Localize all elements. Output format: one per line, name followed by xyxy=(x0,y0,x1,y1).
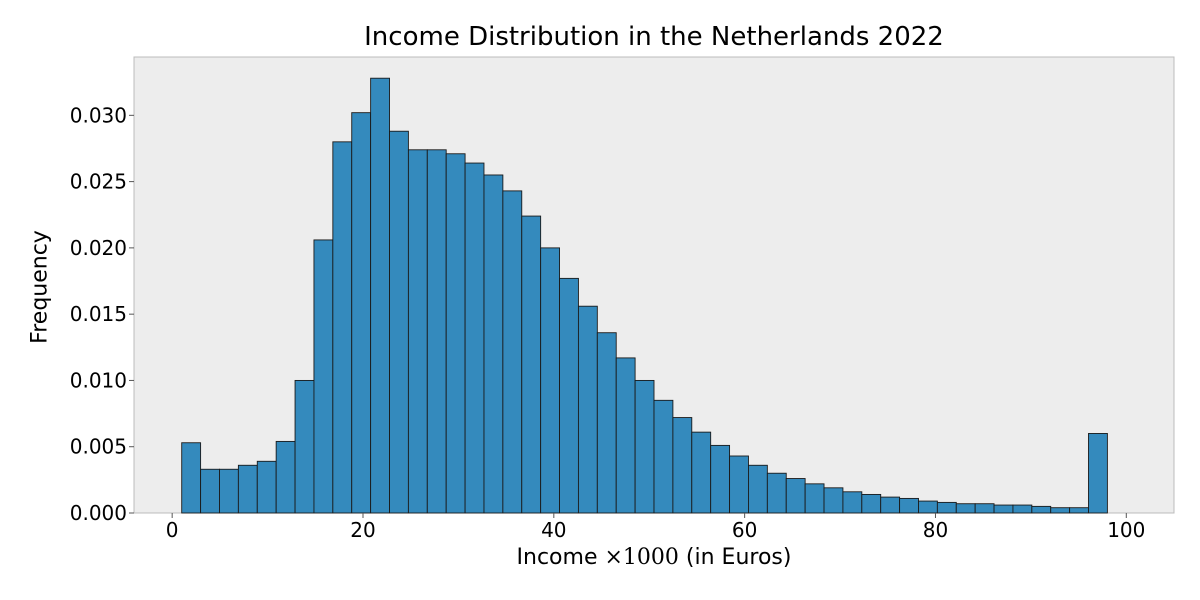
histogram-bar xyxy=(483,174,504,514)
y-tick-label: 0.025 xyxy=(70,170,127,194)
histogram-bar xyxy=(1069,507,1089,514)
histogram-bar xyxy=(407,149,428,514)
y-axis-ticks: 0.000 0.005 0.010 0.015 0.020 0.025 0.030 xyxy=(70,103,134,525)
histogram-bar xyxy=(918,500,938,514)
histogram-bar xyxy=(823,487,844,514)
histogram-bar xyxy=(1050,507,1071,514)
histogram-bar xyxy=(710,444,731,514)
histogram-bar xyxy=(1031,505,1052,514)
histogram-bar xyxy=(615,357,636,514)
x-tick-label: 60 xyxy=(732,518,757,542)
histogram-bar xyxy=(445,153,466,514)
histogram-bar xyxy=(672,417,693,514)
histogram-bar xyxy=(275,440,296,514)
histogram-bar xyxy=(861,493,882,514)
y-axis-label: Frequency xyxy=(27,230,53,344)
histogram-bar xyxy=(785,478,806,514)
x-tick-label: 100 xyxy=(1107,518,1145,542)
y-tick-label: 0.005 xyxy=(70,435,127,459)
histogram-bar xyxy=(313,239,334,514)
y-tick-label: 0.000 xyxy=(70,501,127,525)
y-tick-label: 0.015 xyxy=(70,302,127,326)
x-axis-label-prefix: Income xyxy=(516,545,598,570)
histogram-bars xyxy=(181,77,1108,514)
histogram-bar xyxy=(955,503,976,514)
histogram-bar xyxy=(181,442,202,514)
histogram-bar xyxy=(936,501,957,514)
histogram-bar xyxy=(426,149,447,514)
histogram-bar xyxy=(748,464,768,514)
x-axis-label-suffix: (in Euros) xyxy=(685,545,792,570)
histogram-bar xyxy=(691,431,712,514)
y-tick-label: 0.010 xyxy=(70,368,127,392)
x-axis-label-math: ×1000 xyxy=(604,545,679,570)
x-axis-ticks: 0 20 40 60 80 100 xyxy=(166,513,1145,542)
histogram-bar xyxy=(502,190,523,514)
histogram-bar xyxy=(993,504,1014,514)
histogram-bar xyxy=(521,215,542,514)
x-tick-label: 0 xyxy=(166,518,179,542)
histogram-bar xyxy=(804,483,825,514)
histogram-bar xyxy=(237,464,258,514)
histogram-bar xyxy=(577,305,598,514)
y-tick-label: 0.020 xyxy=(70,236,127,260)
histogram-bar xyxy=(559,277,579,514)
y-tick-label: 0.030 xyxy=(70,103,127,127)
histogram-bar xyxy=(200,468,220,514)
histogram-bar xyxy=(1088,433,1108,514)
x-tick-label: 80 xyxy=(923,518,948,542)
histogram-bar xyxy=(389,130,409,514)
x-tick-label: 20 xyxy=(350,518,375,542)
histogram-bar xyxy=(766,472,787,514)
histogram-bar xyxy=(596,332,617,514)
histogram-bar xyxy=(653,399,674,514)
histogram-bar xyxy=(540,247,560,514)
histogram-bar xyxy=(219,468,239,514)
histogram-bar xyxy=(880,496,901,514)
histogram-bar xyxy=(899,497,919,514)
histogram-bar xyxy=(1012,504,1033,514)
x-axis-label: Income ×1000 (in Euros) xyxy=(134,545,1174,570)
histogram-bar xyxy=(729,455,749,514)
histogram-bar xyxy=(634,379,655,514)
histogram-bar xyxy=(294,379,315,514)
histogram-bar xyxy=(332,141,353,514)
histogram-bar xyxy=(842,491,863,514)
histogram-bar xyxy=(256,460,277,514)
chart-title: Income Distribution in the Netherlands 2… xyxy=(364,22,944,52)
x-tick-label: 40 xyxy=(541,518,566,542)
histogram-bar xyxy=(464,162,485,514)
histogram-bar xyxy=(370,77,390,514)
histogram-bar xyxy=(351,112,372,514)
histogram-bar xyxy=(974,503,995,514)
